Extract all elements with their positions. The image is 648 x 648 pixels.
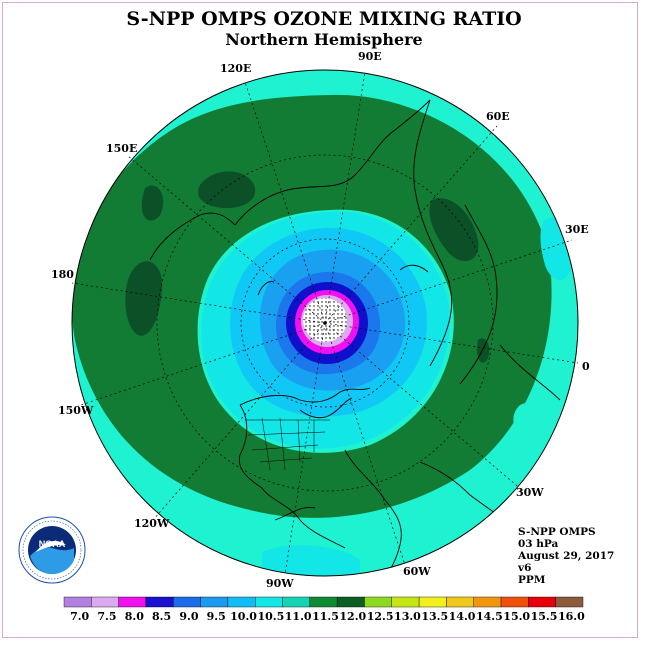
coastlines (149, 99, 561, 576)
colorbar-tick-label: 9.0 (179, 610, 198, 623)
colorbar-swatch (200, 596, 229, 608)
colorbar-tick-label: 9.5 (207, 610, 226, 623)
level-12-0-region (141, 185, 164, 221)
level-12-0-region (198, 171, 256, 209)
level-12-0-region (429, 198, 479, 262)
colorbar-swatch (528, 596, 556, 608)
colorbar-tick-label: 14.0 (449, 610, 476, 623)
lon-label-60w: 60W (403, 565, 431, 578)
colorbar-tick-label: 13.0 (394, 610, 421, 623)
version-label: v6 (518, 562, 532, 574)
colorbar-swatch (473, 596, 502, 608)
colorbar-tick-label: 10.0 (230, 610, 257, 623)
page-frame (2, 2, 638, 638)
level-11-0-region (513, 401, 559, 444)
colorbar-tick-label: 8.5 (152, 610, 171, 623)
colorbar-tick-label: 8.0 (125, 610, 144, 623)
colorbar-swatch (418, 596, 447, 608)
lon-label-150e: 150E (106, 142, 138, 155)
level-10-5-region (262, 545, 360, 576)
map-subtitle: Northern Hemisphere (225, 30, 423, 49)
lon-label-120w: 120W (134, 517, 170, 530)
map-boundary (71, 69, 579, 577)
lon-label-30w: 30W (516, 486, 544, 499)
product-info: S-NPP OMPS 03 hPa August 29, 2017 v6 PPM (518, 526, 614, 586)
lon-label-150w: 150W (58, 404, 94, 417)
date-label: August 29, 2017 (518, 550, 615, 562)
map-title: S-NPP OMPS OZONE MIXING RATIO (126, 8, 522, 30)
colorbar-tick-label: 15.0 (503, 610, 530, 623)
colorbar-swatch (63, 596, 92, 608)
colorbar-swatch (364, 596, 392, 608)
colorbar-swatch (336, 596, 365, 608)
colorbar-tick-label: 11.5 (312, 610, 339, 623)
colorbar-tick-label: 7.0 (70, 610, 89, 623)
units-label: PPM (518, 574, 546, 586)
colorbar-tick-label: 11.0 (285, 610, 312, 623)
lon-label-30e: 30E (565, 223, 589, 236)
lon-label-90e: 90E (358, 50, 382, 63)
colorbar-swatch (309, 596, 338, 608)
colorbar-swatch (282, 596, 311, 608)
colorbar-tick-label: 15.5 (531, 610, 558, 623)
pressure-level-label: 03 hPa (518, 538, 559, 550)
lon-label-0: 0 (582, 360, 590, 373)
colorbar-tick-label: 12.0 (339, 610, 366, 623)
colorbar-tick-label: 13.5 (421, 610, 448, 623)
colorbar-swatch (555, 596, 584, 608)
colorbar-swatch (118, 596, 147, 608)
colorbar-swatch (145, 596, 174, 608)
colorbar-swatch (391, 596, 420, 608)
colorbar-swatches (63, 596, 584, 608)
colorbar-labels: 7.0 7.5 8.0 8.5 9.0 9.5 10.0 10.5 11.0 11.5 12.0 12… (70, 610, 585, 623)
political-boundaries (245, 417, 330, 471)
colorbar-swatch (446, 596, 474, 608)
lon-label-60e: 60E (486, 110, 510, 123)
colorbar-swatch (500, 596, 529, 608)
colorbar-swatch (227, 596, 256, 608)
colorbar-tick-label: 14.5 (476, 610, 503, 623)
colorbar-tick-label: 12.5 (367, 610, 394, 623)
instrument-label: S-NPP OMPS (518, 526, 596, 538)
graticule (71, 71, 579, 575)
no-data-region (303, 298, 347, 342)
level-12-0-region (125, 261, 163, 336)
colorbar-swatch (255, 596, 283, 608)
colorbar-tick-label: 16.0 (558, 610, 585, 623)
lon-label-90w: 90W (266, 577, 294, 590)
level-12-0-region (477, 338, 490, 363)
colorbar-tick-label: 7.5 (97, 610, 116, 623)
colorbar-swatch (173, 596, 201, 608)
lon-label-120e: 120E (220, 62, 252, 75)
lon-label-180: 180 (51, 268, 74, 281)
colorbar-tick-label: 10.5 (257, 610, 284, 623)
colorbar-swatch (91, 596, 119, 608)
